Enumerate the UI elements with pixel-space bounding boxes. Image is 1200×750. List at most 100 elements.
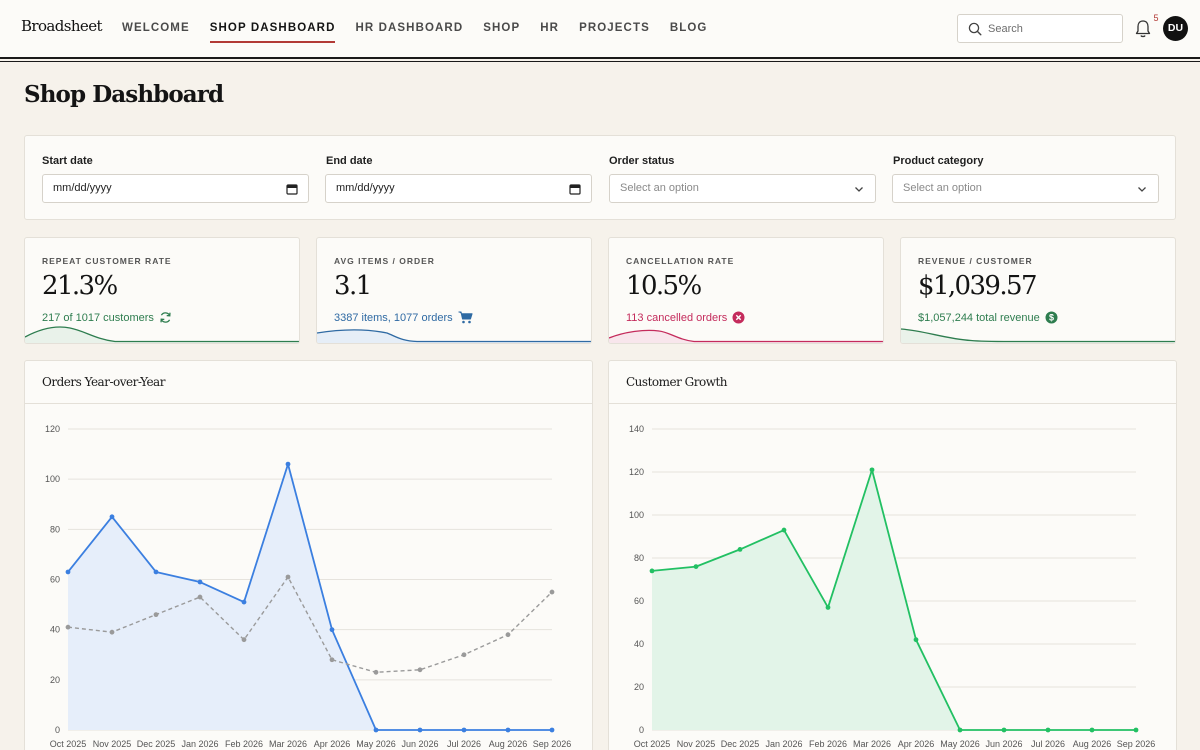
data-point — [1133, 727, 1139, 733]
series-area — [68, 464, 552, 730]
kpi-label: AVG ITEMS / ORDER — [334, 256, 435, 266]
svg-text:$: $ — [1049, 313, 1054, 323]
calendar-icon[interactable] — [286, 183, 298, 195]
end-date-label: End date — [326, 155, 373, 167]
data-point — [109, 514, 115, 520]
nav-item-welcome[interactable]: WELCOME — [122, 22, 190, 34]
data-point — [1001, 727, 1007, 733]
app-logo[interactable]: Broadsheet — [21, 17, 103, 35]
product-category-select[interactable]: Select an option — [892, 174, 1159, 203]
series-line — [651, 468, 1136, 731]
nav-item-hr[interactable]: HR — [540, 22, 560, 34]
x-tick-label: Jun 2026 — [401, 739, 438, 749]
sparkline — [317, 329, 591, 343]
kpi-label: CANCELLATION RATE — [626, 256, 735, 266]
header-rule-thin — [0, 61, 1200, 62]
y-tick-label: 140 — [629, 424, 644, 434]
orders-yoy-chart: 0 20 40 60 80 100 120 Oct 2025 Nov 2025 Dec 2025 J… — [45, 424, 571, 749]
data-point — [241, 637, 247, 643]
panel-divider — [609, 403, 1176, 404]
y-tick-label: 40 — [50, 625, 60, 635]
bell-icon[interactable] — [1133, 18, 1153, 40]
x-tick-label: Feb 2026 — [225, 739, 263, 749]
kpi-card-avg-items: AVG ITEMS / ORDER 3.1 3387 items, 1077 o… — [316, 237, 592, 344]
data-point — [197, 594, 203, 600]
y-tick-label: 0 — [55, 725, 60, 735]
notification-badge: 5 — [1153, 13, 1159, 23]
data-point — [693, 564, 699, 569]
y-tick-label: 100 — [629, 510, 644, 520]
data-point — [957, 727, 963, 733]
refresh-icon — [160, 312, 171, 323]
data-point — [417, 667, 423, 673]
filters-panel: Start date mm/dd/yyyy End date mm/dd/yyy… — [24, 135, 1176, 220]
sparkline — [25, 326, 299, 343]
kpi-subtext-label: 3387 items, 1077 orders — [334, 311, 453, 324]
y-tick-label: 120 — [45, 424, 60, 434]
orders-yoy-panel: Orders Year-over-Year 0 20 40 60 80 100 120 Oct… — [24, 360, 593, 750]
x-tick-label: Jul 2026 — [447, 739, 481, 749]
data-point — [781, 527, 787, 533]
data-point — [461, 727, 467, 733]
end-date-input[interactable]: mm/dd/yyyy — [325, 174, 592, 203]
x-tick-label: Dec 2025 — [721, 739, 760, 749]
product-category-placeholder: Select an option — [903, 182, 982, 194]
customer-growth-chart: 0 20 40 60 80 100 120 140 Oct 2025 Nov 2025 Dec 20… — [629, 424, 1156, 749]
data-point — [65, 624, 71, 630]
x-circle-icon — [732, 311, 745, 324]
start-date-value: mm/dd/yyyy — [53, 182, 112, 194]
customer-growth-panel: Customer Growth 0 20 40 60 80 100 120 140 Oct 20… — [608, 360, 1177, 750]
nav-item-shop-dashboard[interactable]: SHOP DASHBOARD — [200, 0, 346, 57]
kpi-label: REVENUE / CUSTOMER — [918, 256, 1033, 266]
order-status-select[interactable]: Select an option — [609, 174, 876, 203]
data-point — [505, 727, 511, 733]
data-point — [285, 574, 291, 580]
search-icon — [968, 22, 982, 36]
data-point — [197, 579, 203, 585]
page-title: Shop Dashboard — [24, 81, 224, 108]
search-input[interactable] — [988, 20, 1116, 38]
data-point — [285, 461, 291, 467]
nav-item-projects[interactable]: PROJECTS — [579, 22, 650, 34]
product-category-label: Product category — [893, 155, 984, 167]
data-point — [153, 612, 159, 618]
x-tick-label: Sep 2026 — [1117, 739, 1156, 749]
user-avatar[interactable]: DU — [1163, 16, 1188, 41]
order-status-placeholder: Select an option — [620, 182, 699, 194]
kpi-subtext: 3387 items, 1077 orders — [334, 311, 473, 324]
kpi-subtext-label: 217 of 1017 customers — [42, 311, 154, 324]
y-tick-label: 60 — [634, 596, 644, 606]
data-point — [649, 568, 655, 574]
y-tick-label: 0 — [639, 725, 644, 735]
y-tick-label: 60 — [50, 575, 60, 585]
series-line — [67, 576, 553, 674]
x-tick-label: Apr 2026 — [898, 739, 935, 749]
series-line — [67, 463, 552, 731]
y-tick-label: 80 — [50, 524, 60, 534]
x-tick-label: Mar 2026 — [269, 739, 307, 749]
search-box[interactable] — [957, 14, 1123, 43]
y-tick-label: 20 — [50, 675, 60, 685]
x-tick-label: Oct 2025 — [634, 739, 671, 749]
x-tick-label: Aug 2026 — [1073, 739, 1112, 749]
data-point — [913, 637, 919, 643]
nav-item-blog[interactable]: BLOG — [669, 22, 708, 34]
nav-item-shop[interactable]: SHOP — [483, 22, 521, 34]
y-tick-label: 100 — [45, 474, 60, 484]
sparkline — [609, 329, 883, 343]
data-point — [505, 632, 511, 638]
data-point — [153, 569, 159, 575]
x-tick-label: Jan 2026 — [181, 739, 218, 749]
data-point — [869, 467, 875, 473]
kpi-value: 21.3% — [42, 271, 118, 301]
series-area — [652, 469, 1136, 730]
calendar-icon[interactable] — [569, 183, 581, 195]
data-point — [417, 727, 423, 733]
data-point — [461, 652, 467, 658]
kpi-subtext: $1,057,244 total revenue $ — [918, 311, 1058, 324]
dollar-circle-icon: $ — [1045, 311, 1058, 324]
x-tick-label: Nov 2025 — [93, 739, 132, 749]
cart-icon — [458, 311, 473, 324]
start-date-input[interactable]: mm/dd/yyyy — [42, 174, 309, 203]
nav-item-hr-dashboard[interactable]: HR DASHBOARD — [355, 22, 464, 34]
